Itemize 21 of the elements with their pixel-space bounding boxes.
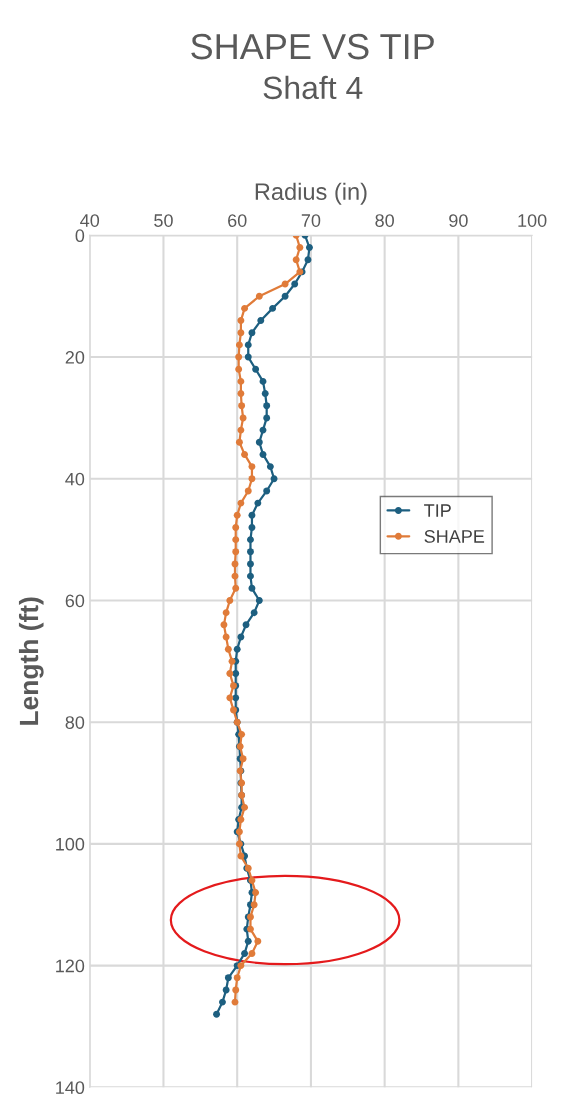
x-tick-label: 100 [518,214,547,227]
chart-title: SHAPE VS TIP [191,33,434,60]
y-tick-label: 120 [56,959,85,973]
y-tick-label: 20 [65,351,85,364]
y-tick-label: 60 [65,594,85,608]
x-tick-label: 70 [301,214,321,227]
y-tick-label: 100 [56,837,85,851]
y-tick-label: 0 [75,229,85,243]
x-tick-label: 40 [80,214,100,227]
y-axis-title: Length (ft) [18,597,44,725]
y-tick-label: 40 [65,472,85,486]
x-axis-title: Radius (in) [255,182,367,205]
x-tick-label: 80 [375,214,394,227]
legend-label: TIP [424,504,451,517]
y-tick-label: 140 [56,1081,85,1095]
y-tick-label: 80 [65,716,85,729]
x-tick-label: 50 [154,214,173,227]
chart-subtitle: Shaft 4 [263,75,363,100]
x-tick-label: 90 [449,214,468,227]
x-tick-label: 60 [228,214,247,227]
legend-label: SHAPE [424,530,485,543]
